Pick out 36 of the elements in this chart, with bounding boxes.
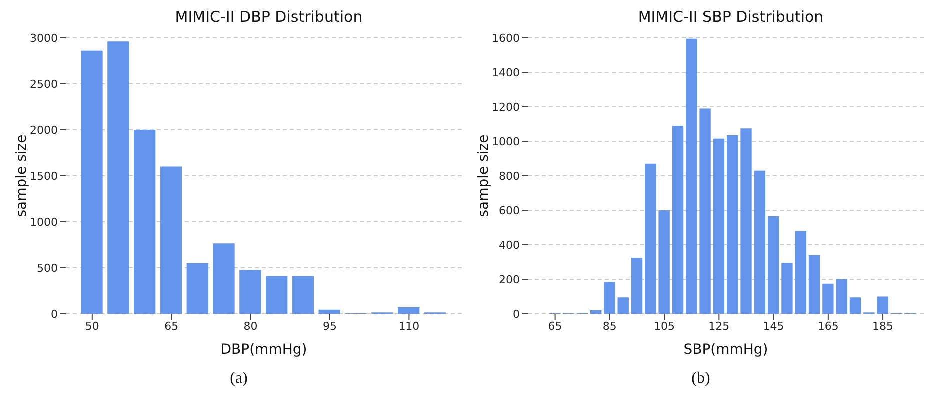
text: (a) bbox=[230, 370, 248, 388]
y-tick-label: 400 bbox=[499, 238, 520, 252]
y-tick-label: 500 bbox=[37, 262, 58, 275]
x-tick-label: 65 bbox=[164, 320, 179, 333]
chart-title: MIMIC-II SBP Distribution bbox=[638, 8, 824, 28]
y-tick-label: 1000 bbox=[492, 135, 520, 148]
x-tick-label: 50 bbox=[85, 320, 100, 333]
x-tick-label: 110 bbox=[398, 320, 420, 333]
x-tick-label: 85 bbox=[602, 320, 617, 333]
y-tick-label: 600 bbox=[499, 204, 520, 218]
y-tick-label: 1400 bbox=[492, 66, 520, 80]
x-tick-label: 95 bbox=[323, 320, 337, 333]
y-tick-label: 0 bbox=[51, 308, 58, 321]
text: (b) bbox=[692, 370, 710, 388]
y-tick-label: 1200 bbox=[492, 100, 520, 114]
x-axis-title: SBP(mmHg) bbox=[684, 342, 768, 358]
y-axis-title: sample size bbox=[14, 134, 30, 218]
y-tick-label: 800 bbox=[499, 170, 520, 183]
y-tick-label: 1500 bbox=[30, 170, 58, 183]
y-tick-label: 3000 bbox=[30, 32, 58, 45]
x-tick-label: 65 bbox=[548, 320, 562, 333]
y-tick-label: 2000 bbox=[30, 124, 58, 137]
x-tick-label: 105 bbox=[654, 320, 676, 333]
y-axis-title: sample size bbox=[476, 134, 492, 218]
y-tick-label: 200 bbox=[499, 273, 520, 286]
x-tick-label: 165 bbox=[818, 320, 839, 333]
chart-title: MIMIC-II DBP Distribution bbox=[175, 8, 363, 28]
x-axis-title: DBP(mmHg) bbox=[220, 342, 308, 358]
x-tick-label: 145 bbox=[763, 320, 784, 333]
y-tick-label: 1000 bbox=[30, 216, 58, 229]
x-tick-label: 125 bbox=[708, 320, 730, 333]
y-tick-label: 2500 bbox=[30, 78, 58, 91]
x-tick-label: 185 bbox=[872, 320, 894, 333]
y-tick-label: 0 bbox=[513, 308, 520, 321]
x-tick-label: 80 bbox=[244, 320, 258, 333]
y-tick-label: 1600 bbox=[492, 32, 520, 45]
